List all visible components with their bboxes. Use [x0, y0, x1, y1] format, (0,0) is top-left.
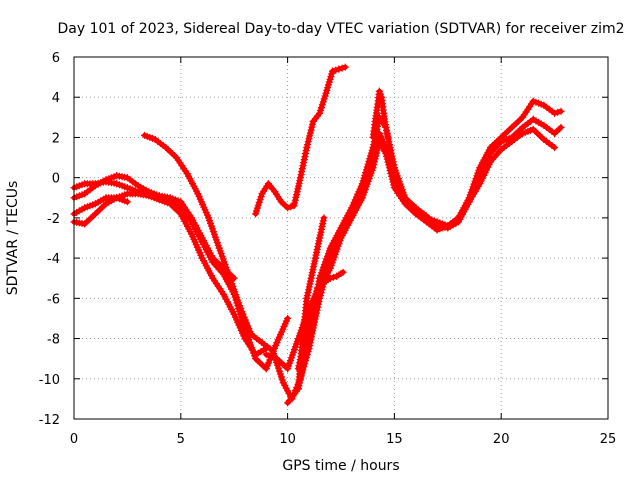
data-point [383, 127, 391, 135]
x-tick-label: 0 [70, 432, 78, 447]
data-point [284, 204, 292, 212]
y-tick-label: -12 [39, 413, 60, 428]
data-point [377, 90, 384, 98]
data-point [284, 314, 292, 322]
x-tick-label: 10 [279, 432, 296, 447]
x-tick-label: 25 [600, 432, 617, 447]
plot-frame [73, 56, 609, 420]
x-tick-label: 20 [493, 432, 510, 447]
data-point [339, 268, 347, 276]
data-point [554, 108, 562, 116]
data-point [300, 159, 308, 167]
y-tick-label: -4 [47, 252, 60, 267]
data-point [330, 273, 337, 281]
data-point [123, 198, 131, 206]
y-tick-label: 0 [52, 172, 60, 187]
series-track-9 [252, 63, 349, 218]
data-point [557, 107, 565, 115]
data-point [383, 130, 391, 138]
data-point [332, 66, 340, 74]
x-axis-label: GPS time / hours [282, 458, 399, 474]
data-point [384, 133, 392, 141]
x-tick-label: 15 [386, 432, 403, 447]
y-tick-label: -10 [39, 373, 60, 388]
data-point [320, 214, 328, 222]
y-tick-label: -2 [47, 212, 60, 227]
series-track-11 [369, 87, 392, 141]
y-tick-label: 4 [52, 91, 60, 106]
chart-title: Day 101 of 2023, Sidereal Day-to-day VTE… [58, 21, 625, 37]
data-point [287, 203, 295, 211]
data-point [329, 67, 336, 75]
data-point [551, 144, 559, 151]
data-point [557, 123, 565, 131]
data-point [338, 64, 346, 72]
x-tick-label: 5 [177, 432, 185, 447]
data-point [551, 109, 559, 117]
data-point [375, 87, 383, 95]
data-point [326, 274, 334, 282]
data-point [277, 373, 285, 381]
series-track-4 [70, 194, 131, 218]
series-track-2 [70, 190, 270, 359]
data-point [302, 150, 309, 157]
y-tick-label: -6 [47, 292, 60, 307]
data-point [335, 65, 343, 73]
axis-ticks: 0 5 10 15 20 25 -12 -10 -8 -6 -4 -2 0 2 4 6 [39, 51, 617, 447]
data-point [296, 174, 304, 182]
y-axis-label: SDTVAR / TECUs [5, 181, 21, 296]
series-track-10 [294, 214, 328, 393]
data-point [341, 63, 349, 71]
y-tick-label: 6 [52, 51, 60, 66]
data-point [382, 123, 390, 131]
y-tick-label: 2 [52, 131, 60, 146]
data-series [70, 63, 565, 407]
data-point [298, 165, 306, 173]
y-tick-label: -8 [47, 333, 60, 348]
